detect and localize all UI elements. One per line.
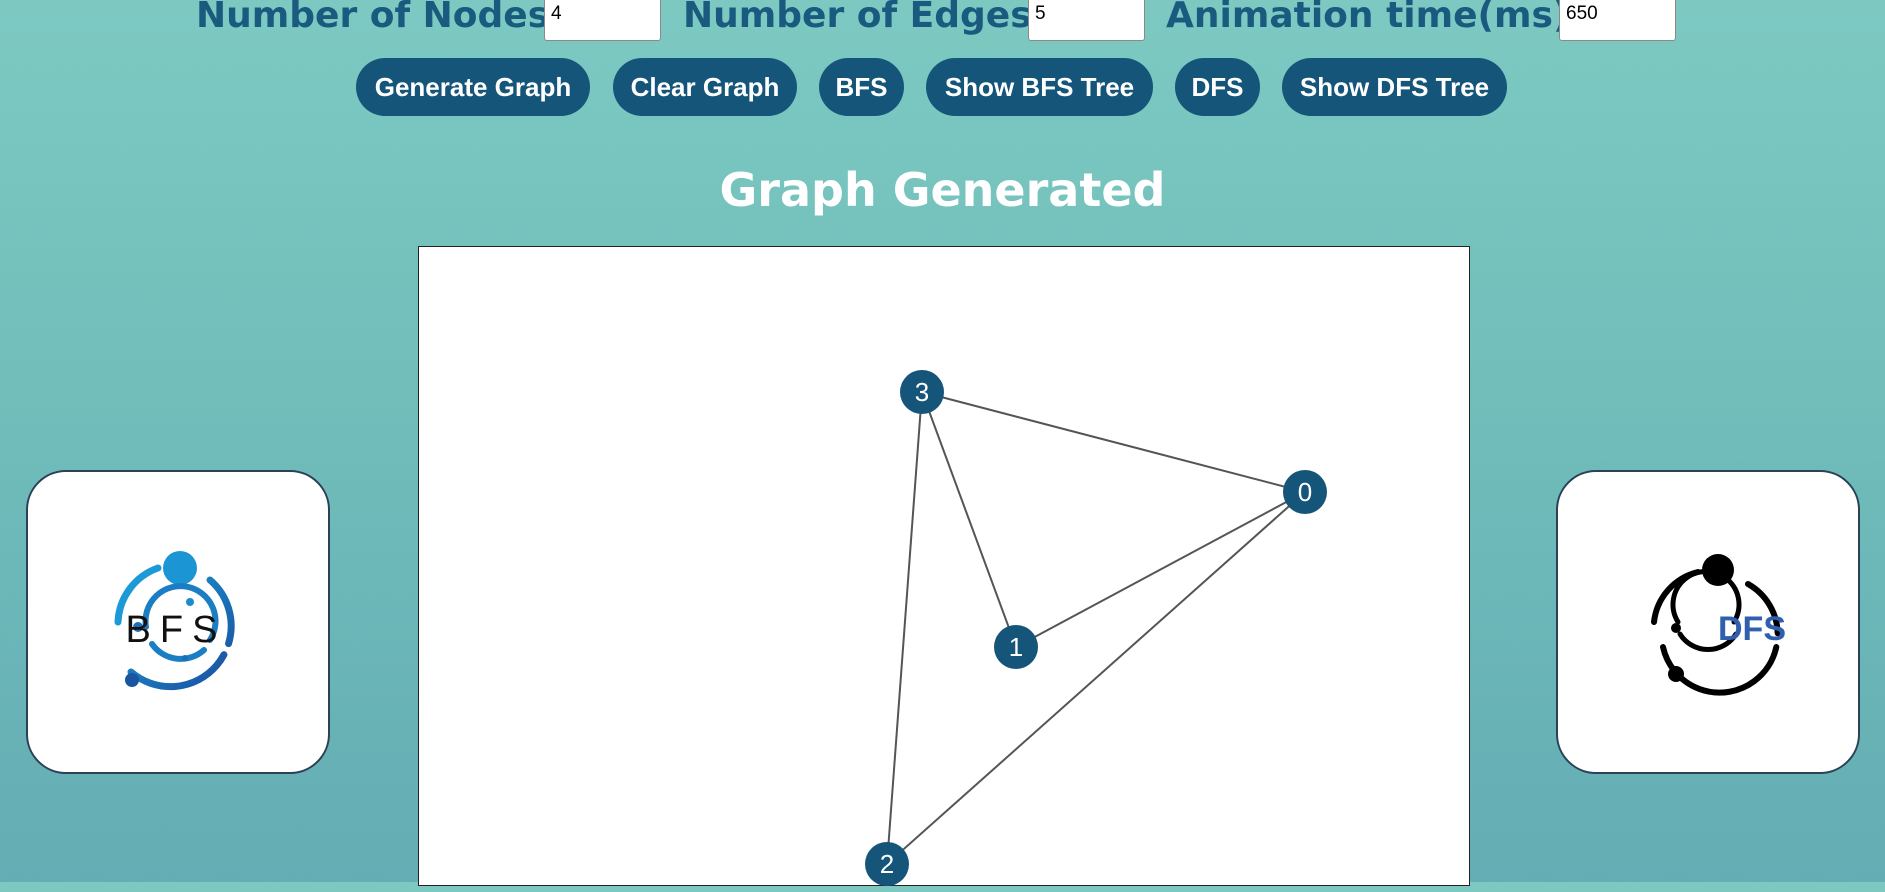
status-title: Graph Generated — [719, 163, 1166, 217]
bfs-button[interactable]: BFS — [819, 58, 904, 116]
graph-canvas[interactable]: 0 1 2 3 — [418, 246, 1470, 886]
edge-0-1 — [1015, 491, 1306, 648]
dfs-logo-icon: DFS — [1651, 554, 1786, 696]
nodes-label: Number of Nodes: — [196, 0, 564, 36]
nodes-input[interactable]: 4 — [544, 0, 661, 41]
generate-graph-button[interactable]: Generate Graph — [356, 58, 590, 116]
node-label: 0 — [1298, 477, 1312, 507]
clear-graph-button[interactable]: Clear Graph — [613, 58, 797, 116]
show-dfs-tree-button[interactable]: Show DFS Tree — [1282, 58, 1507, 116]
dfs-logo-card[interactable]: DFS — [1556, 470, 1860, 774]
graph-node[interactable]: 0 — [1283, 470, 1327, 514]
graph-svg: 0 1 2 3 — [865, 370, 1327, 886]
dfs-button[interactable]: DFS — [1175, 58, 1260, 116]
bfs-logo-icon: BFS — [114, 551, 235, 691]
edges-input[interactable]: 5 — [1028, 0, 1145, 41]
edge-3-1 — [921, 391, 1017, 648]
orbit-dot-icon — [163, 551, 197, 585]
graph-node[interactable]: 1 — [994, 625, 1038, 669]
bfs-logo-text: BFS — [126, 609, 227, 651]
node-circle — [865, 842, 909, 886]
node-circle — [1283, 470, 1327, 514]
animation-time-input[interactable]: 650 — [1559, 0, 1676, 41]
graph-node[interactable]: 2 — [865, 842, 909, 886]
bfs-logo-card[interactable]: BFS — [26, 470, 330, 774]
edge-3-2 — [886, 391, 923, 865]
node-label: 1 — [1009, 632, 1023, 662]
edges-label: Number of Edges: — [683, 0, 1047, 36]
node-circle — [900, 370, 944, 414]
node-circle — [994, 625, 1038, 669]
graph-edges — [886, 391, 1306, 865]
node-label: 2 — [880, 849, 894, 879]
graph-settings: Number of Nodes: 4 Number of Edges: 5 An… — [0, 0, 1885, 48]
edge-0-2 — [886, 491, 1306, 865]
animation-time-label: Animation time(ms): — [1166, 0, 1584, 36]
edge-3-0 — [921, 391, 1306, 493]
show-bfs-tree-button[interactable]: Show BFS Tree — [926, 58, 1153, 116]
graph-node[interactable]: 3 — [900, 370, 944, 414]
dfs-logo-text: DFS — [1718, 610, 1786, 648]
node-label: 3 — [915, 377, 929, 407]
